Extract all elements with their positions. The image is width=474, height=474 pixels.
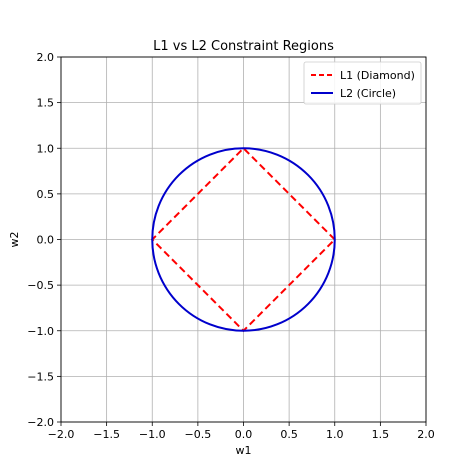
x-tick-label-7: 1.5 (372, 428, 390, 441)
legend-label-1: L2 (Circle) (340, 87, 396, 100)
x-axis-label: w1 (236, 444, 252, 457)
y-tick-label-6: 1.0 (37, 142, 55, 155)
ticks: −2.0 −1.5 −1.0 −0.5 0.0 0.5 1.0 1.5 2.0 −2.0 −1.5 −… (27, 51, 434, 441)
series-l2-circle (151, 147, 336, 332)
y-tick-label-8: 2.0 (37, 51, 55, 64)
y-axis-label: w2 (8, 232, 21, 248)
y-tick-label-0: −2.0 (27, 416, 54, 429)
x-tick-label-4: 0.0 (235, 428, 253, 441)
legend-box (303, 61, 422, 105)
y-tick-label-3: −0.5 (27, 279, 54, 292)
y-tick-label-4: 0.0 (37, 234, 55, 247)
chart-title: L1 vs L2 Constraint Regions (153, 39, 334, 54)
x-tick-label-3: −0.5 (185, 428, 212, 441)
series-layer (150, 146, 336, 333)
y-tick-label-1: −1.5 (27, 370, 54, 383)
x-tick-label-6: 1.0 (326, 428, 344, 441)
x-tick-label-8: 2.0 (417, 428, 435, 441)
x-tick-label-0: −2.0 (48, 428, 75, 441)
x-tick-label-5: 0.5 (280, 428, 298, 441)
y-tick-label-2: −1.0 (27, 325, 54, 338)
x-tick-label-1: −1.5 (93, 428, 120, 441)
y-tick-label-5: 0.5 (37, 188, 55, 201)
legend: L1 (Diamond) L2 (Circle) (303, 61, 422, 105)
legend-label-0: L1 (Diamond) (340, 69, 415, 82)
x-tick-label-2: −1.0 (139, 428, 166, 441)
y-tick-label-7: 1.5 (37, 97, 55, 110)
